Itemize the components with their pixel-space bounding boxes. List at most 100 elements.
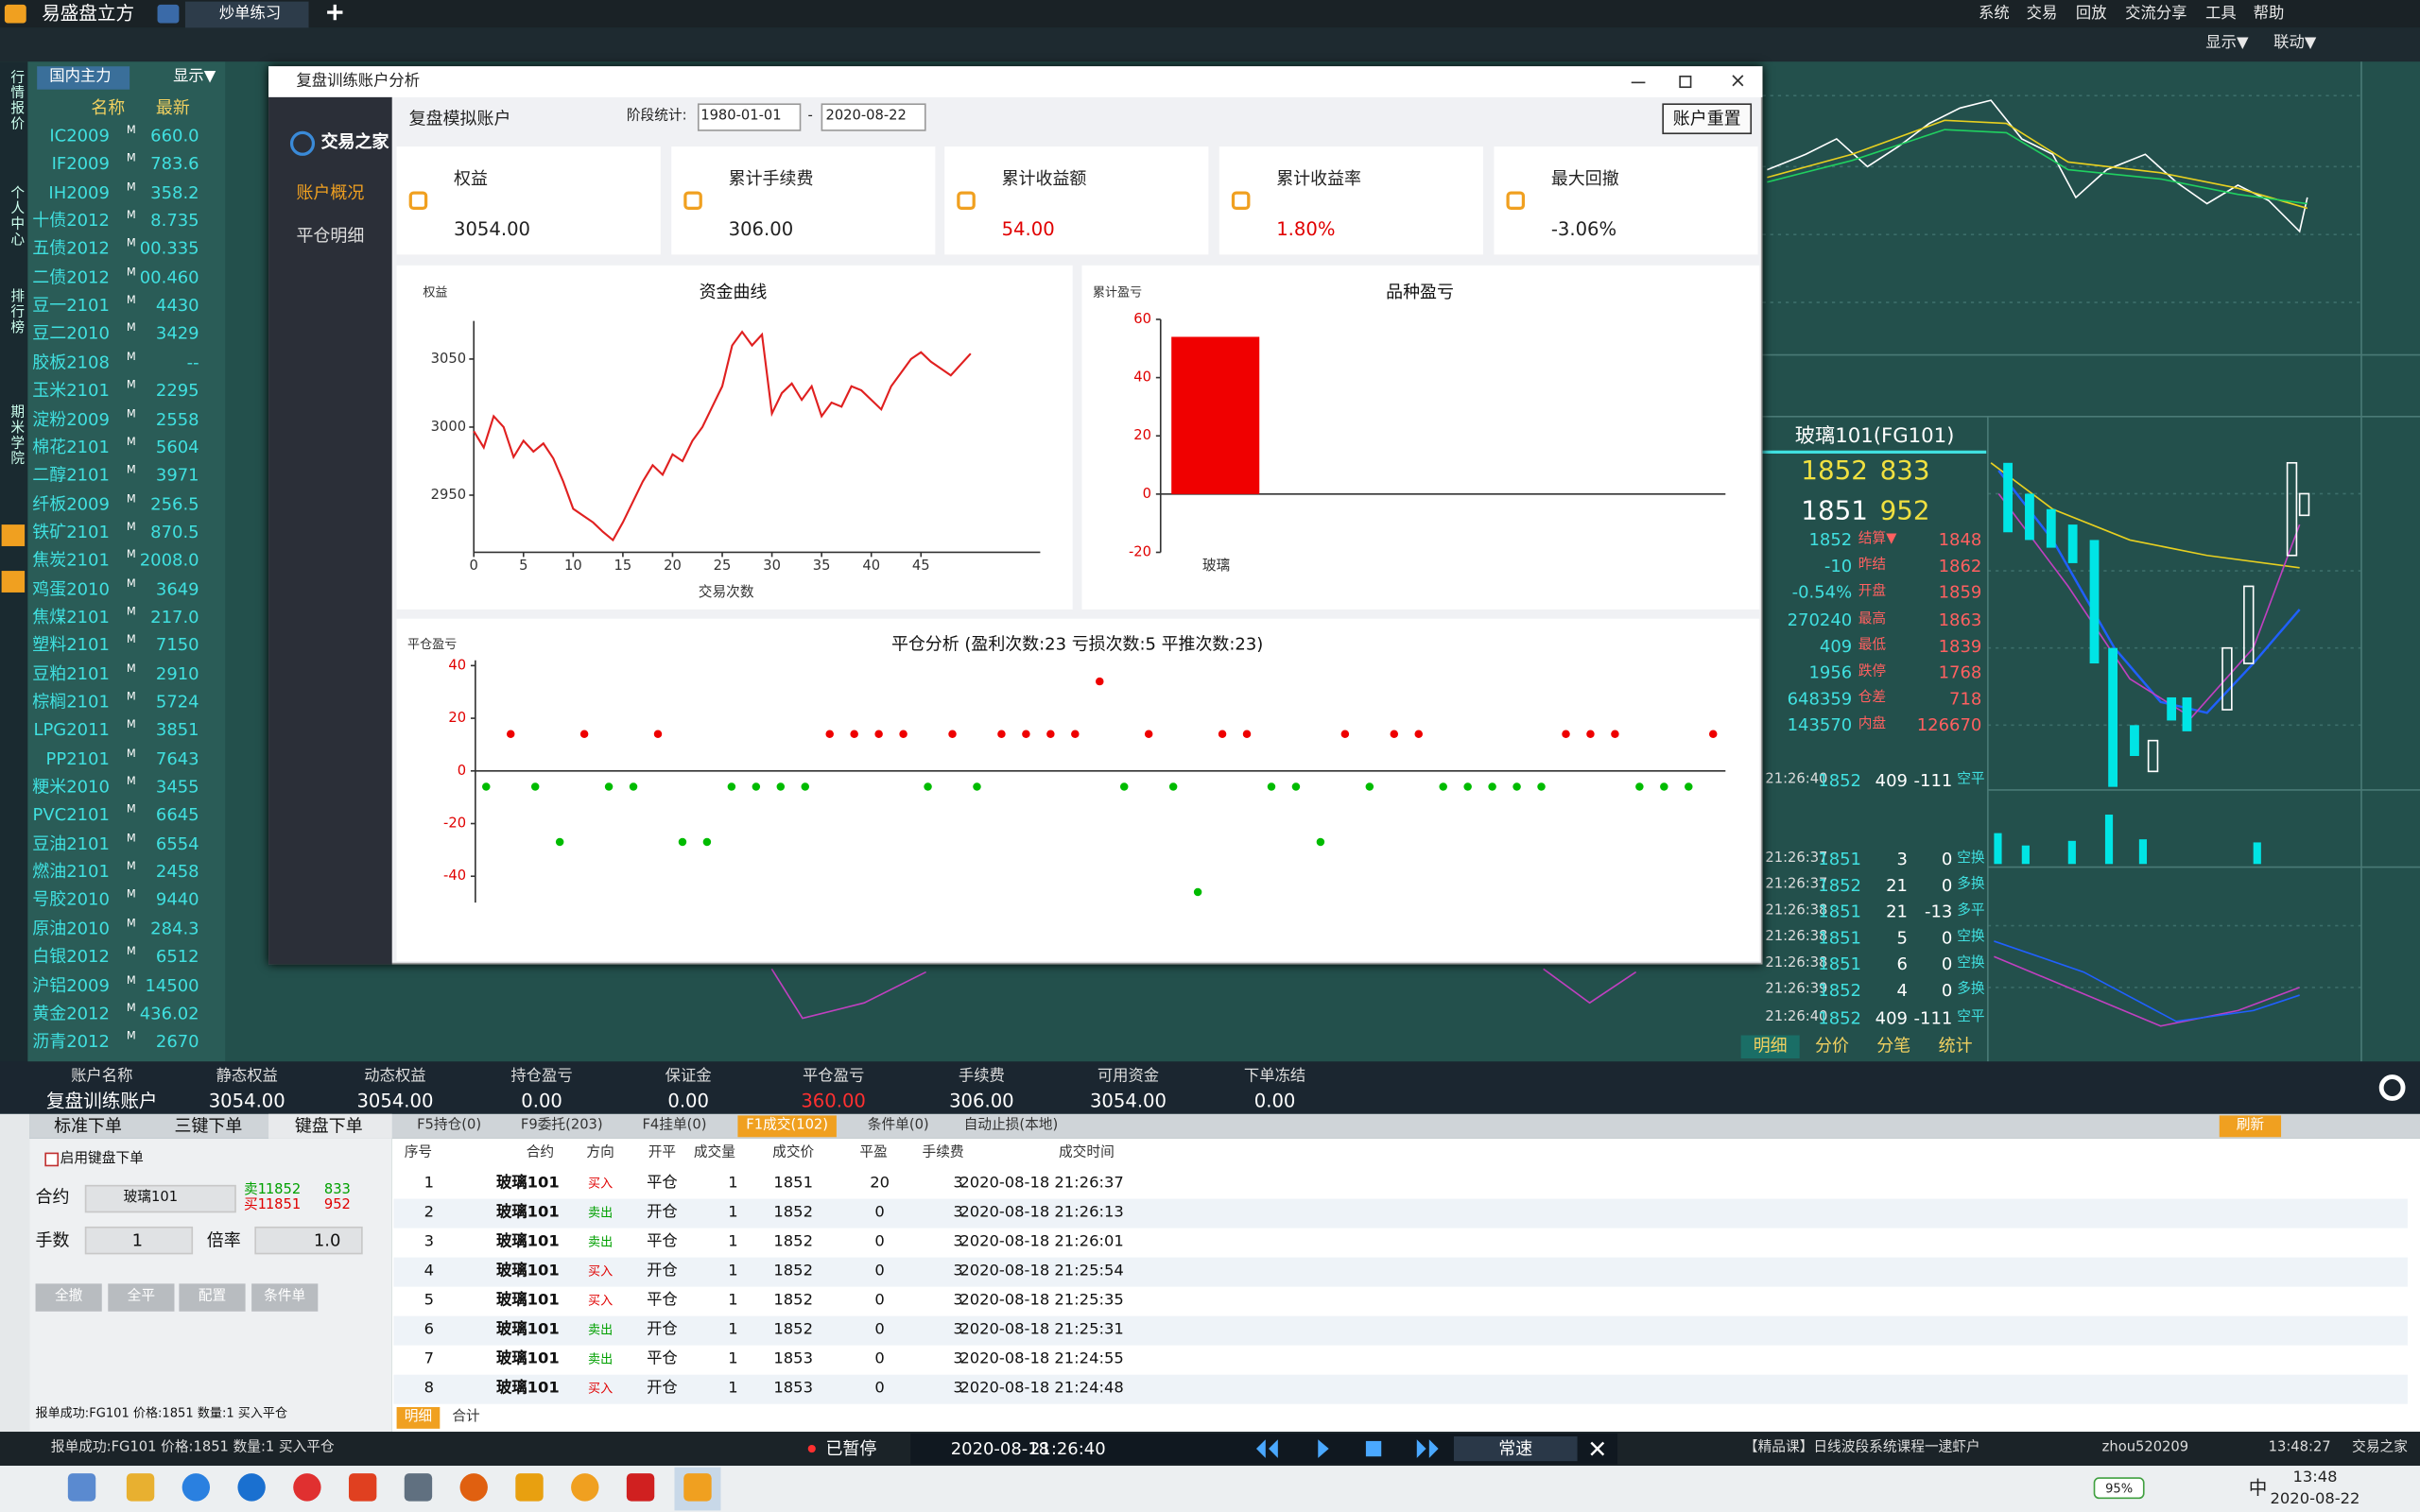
x-tick-label: 35 xyxy=(813,558,831,574)
quote-name[interactable]: 沥青2012 xyxy=(32,1031,110,1052)
order-tab[interactable]: 键盘下单 xyxy=(294,1116,363,1137)
quote-name[interactable]: 豆油2101 xyxy=(32,833,110,854)
trade-tab[interactable]: F1成交(102) xyxy=(746,1117,829,1134)
order-button[interactable] xyxy=(35,1283,102,1312)
toolbar-item[interactable]: 联动▼ xyxy=(2273,34,2317,52)
course-link[interactable]: 【精品课】日线波段系统课程一逮虾户 xyxy=(1743,1440,1980,1456)
order-button-label[interactable]: 条件单 xyxy=(264,1289,306,1305)
panel-tab[interactable]: 明细 xyxy=(1753,1036,1788,1057)
speed-label[interactable]: 常速 xyxy=(1498,1438,1533,1459)
quote-tab-label[interactable]: 国内主力 xyxy=(49,68,112,86)
order-tab[interactable]: 三键下单 xyxy=(174,1116,243,1137)
trade-tab[interactable]: 自动止损(本地) xyxy=(963,1117,1059,1134)
panel-tab[interactable]: 分笔 xyxy=(1876,1036,1911,1057)
period-label: 阶段统计: xyxy=(626,109,687,125)
quote-name[interactable]: 铁矿2101 xyxy=(32,522,110,542)
quote-name[interactable]: 棕榈2101 xyxy=(32,692,110,713)
quote-name[interactable]: IF2009 xyxy=(51,154,110,175)
menu-item[interactable]: 交易 xyxy=(2026,5,2058,23)
order-button-label[interactable]: 全平 xyxy=(127,1289,156,1305)
qty-box[interactable] xyxy=(84,1226,194,1255)
quote-name[interactable]: 焦炭2101 xyxy=(32,550,110,571)
sidebar-tab[interactable]: 行情报价 xyxy=(8,69,24,131)
speed-box[interactable] xyxy=(1453,1436,1578,1462)
trade-tab[interactable]: 条件单(0) xyxy=(867,1117,929,1134)
quote-name[interactable]: 原油2010 xyxy=(32,918,110,939)
refresh-label[interactable]: 刷新 xyxy=(2236,1117,2265,1134)
order-button[interactable] xyxy=(108,1283,175,1312)
order-button[interactable] xyxy=(251,1283,319,1312)
reset-button[interactable] xyxy=(1662,103,1753,135)
sidebar-tab[interactable]: 个人中心 xyxy=(8,184,24,248)
menu-item[interactable]: 工具 xyxy=(2205,5,2237,23)
trade-tab[interactable]: F9委托(203) xyxy=(520,1117,603,1134)
quote-name[interactable]: 纤板2009 xyxy=(32,493,110,514)
quote-name[interactable]: 黄金2012 xyxy=(32,1003,110,1024)
reset-label[interactable]: 账户重置 xyxy=(1672,109,1741,129)
menu-item[interactable]: 系统 xyxy=(1979,5,2010,23)
contract-box[interactable] xyxy=(84,1184,236,1213)
stat-value: 718 xyxy=(1949,689,1982,710)
sidebar-tab[interactable]: 期米学院 xyxy=(8,404,24,467)
menu-item[interactable]: 帮助 xyxy=(2253,5,2285,23)
quote-name[interactable]: 白银2012 xyxy=(32,946,110,968)
menu-item[interactable]: 回放 xyxy=(2075,5,2107,23)
order-button-label[interactable]: 配置 xyxy=(198,1289,227,1305)
nav-item[interactable]: 账户概况 xyxy=(296,182,365,203)
quote-name[interactable]: 十债2012 xyxy=(32,210,110,232)
refresh-button[interactable] xyxy=(2219,1115,2282,1138)
quote-name[interactable]: 二醇2101 xyxy=(32,465,110,486)
quote-name[interactable]: LPG2011 xyxy=(33,720,110,741)
trade-dot xyxy=(850,730,858,739)
quote-name[interactable]: 五债2012 xyxy=(32,238,110,260)
checkbox[interactable] xyxy=(44,1152,60,1167)
quote-name[interactable]: PVC2101 xyxy=(32,805,110,826)
quote-name[interactable]: IC2009 xyxy=(49,126,110,146)
trade-tab[interactable]: F5持仓(0) xyxy=(417,1117,482,1134)
tick-type: 空平 xyxy=(1957,772,1985,788)
quote-name[interactable]: IH2009 xyxy=(48,181,110,203)
bid-label: 买1 xyxy=(243,1197,268,1214)
order-button-label[interactable]: 全撤 xyxy=(54,1289,83,1305)
quote-name[interactable]: 沪铝2009 xyxy=(32,974,110,996)
quote-name[interactable]: 焦煤2101 xyxy=(32,607,110,627)
nav-item[interactable]: 平仓明细 xyxy=(296,226,365,247)
quote-name[interactable]: 燃油2101 xyxy=(32,861,110,883)
quote-name[interactable]: 淀粉2009 xyxy=(32,408,110,429)
quote-name[interactable]: 胶板2108 xyxy=(32,352,110,372)
quote-name[interactable]: 二债2012 xyxy=(32,266,110,288)
order-button[interactable] xyxy=(179,1283,246,1312)
y-tick-label: -20 xyxy=(443,816,466,832)
quote-name[interactable]: 豆二2010 xyxy=(32,323,110,344)
quote-name[interactable]: 豆一2101 xyxy=(32,295,110,317)
quote-name[interactable]: 棉花2101 xyxy=(32,437,110,457)
sidebar-tab[interactable]: 排行榜 xyxy=(8,288,24,335)
quote-price: 2458 xyxy=(155,861,199,883)
quote-name[interactable]: PP2101 xyxy=(45,748,110,769)
display-menu[interactable]: 显示▼ xyxy=(173,68,216,86)
checkbox-label[interactable]: 启用键盘下单 xyxy=(60,1151,144,1168)
close-button[interactable]: × xyxy=(1729,70,1747,94)
minimize-button[interactable] xyxy=(1631,81,1646,84)
trade-dot xyxy=(973,782,981,791)
panel-tab[interactable]: 分价 xyxy=(1814,1036,1849,1057)
trade-dot xyxy=(1096,677,1104,686)
quote-name[interactable]: 玉米2101 xyxy=(32,380,110,401)
panel-tab[interactable]: 统计 xyxy=(1938,1036,1973,1057)
bottom-tab[interactable]: 明细 xyxy=(404,1409,433,1425)
app-tab[interactable]: 炒单练习 xyxy=(218,5,282,23)
date-select[interactable] xyxy=(697,103,802,131)
quote-name[interactable]: 号胶2010 xyxy=(32,889,110,911)
bottom-tab[interactable]: 合计 xyxy=(452,1409,480,1425)
date-select[interactable] xyxy=(821,103,926,131)
quote-name[interactable]: 豆粕2101 xyxy=(32,663,110,684)
quote-name[interactable]: 塑料2101 xyxy=(32,635,110,656)
maximize-button[interactable] xyxy=(1679,76,1692,89)
trade-tab[interactable]: F4挂单(0) xyxy=(642,1117,707,1134)
mult-box[interactable] xyxy=(254,1226,363,1255)
quote-name[interactable]: 鸡蛋2010 xyxy=(32,578,110,599)
quote-name[interactable]: 粳米2010 xyxy=(32,777,110,798)
order-tab[interactable]: 标准下单 xyxy=(54,1116,122,1137)
toolbar-item[interactable]: 显示▼ xyxy=(2205,34,2249,52)
menu-item[interactable]: 交流分享 xyxy=(2125,5,2187,23)
